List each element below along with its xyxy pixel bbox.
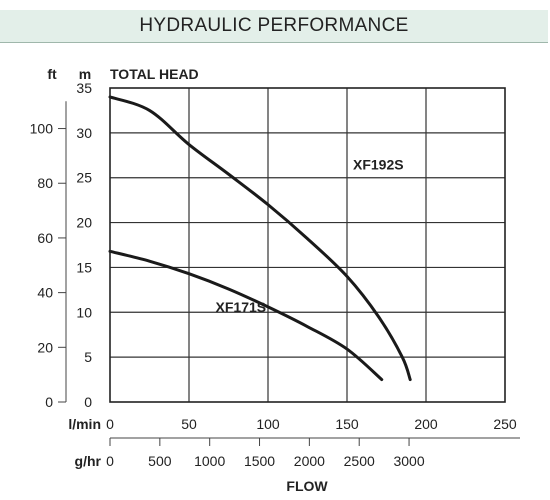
gph-tick-label: 3000 bbox=[393, 453, 424, 469]
m-tick-label: 0 bbox=[84, 394, 92, 410]
gph-tick-label: 2500 bbox=[344, 453, 375, 469]
gph-tick-label: 1500 bbox=[244, 453, 275, 469]
ft-tick-label: 100 bbox=[30, 121, 54, 137]
lmin-unit-label: l/min bbox=[68, 416, 101, 432]
m-unit-label: m bbox=[79, 66, 91, 82]
chart-title: HYDRAULIC PERFORMANCE bbox=[0, 10, 548, 43]
m-tick-label: 35 bbox=[76, 80, 92, 96]
series-label-xf192s: XF192S bbox=[353, 156, 404, 172]
y-axis-label: TOTAL HEAD bbox=[110, 66, 199, 82]
ft-tick-label: 40 bbox=[37, 285, 53, 301]
axes bbox=[58, 87, 520, 446]
ft-tick-label: 0 bbox=[45, 394, 53, 410]
ft-tick-label: 60 bbox=[37, 230, 53, 246]
gph-tick-label: 2000 bbox=[294, 453, 325, 469]
m-tick-label: 20 bbox=[76, 215, 92, 231]
m-tick-label: 30 bbox=[76, 125, 92, 141]
ft-tick-label: 20 bbox=[37, 339, 53, 355]
gph-unit-label: g/hr bbox=[75, 453, 102, 469]
gph-tick-label: 0 bbox=[106, 453, 114, 469]
series-line-xf171s bbox=[108, 249, 384, 382]
series-line-xf192s bbox=[108, 95, 412, 382]
lmin-tick-label: 0 bbox=[106, 416, 114, 432]
lmin-tick-label: 250 bbox=[493, 416, 517, 432]
gph-tick-label: 1000 bbox=[194, 453, 225, 469]
lmin-tick-label: 50 bbox=[181, 416, 197, 432]
m-tick-label: 5 bbox=[84, 349, 92, 365]
plot-frame bbox=[109, 87, 506, 403]
m-tick-label: 25 bbox=[76, 170, 92, 186]
m-tick-label: 15 bbox=[76, 259, 92, 275]
series-label-xf171s: XF171S bbox=[216, 299, 267, 315]
ft-tick-label: 80 bbox=[37, 175, 53, 191]
grid-lines bbox=[110, 88, 505, 402]
gph-tick-label: 500 bbox=[148, 453, 172, 469]
lmin-tick-label: 200 bbox=[414, 416, 438, 432]
lmin-tick-label: 100 bbox=[256, 416, 280, 432]
ft-unit-label: ft bbox=[47, 66, 57, 82]
lmin-tick-label: 150 bbox=[335, 416, 359, 432]
m-tick-label: 10 bbox=[76, 304, 92, 320]
series-layer bbox=[108, 95, 412, 382]
x-axis-label: FLOW bbox=[286, 478, 328, 494]
